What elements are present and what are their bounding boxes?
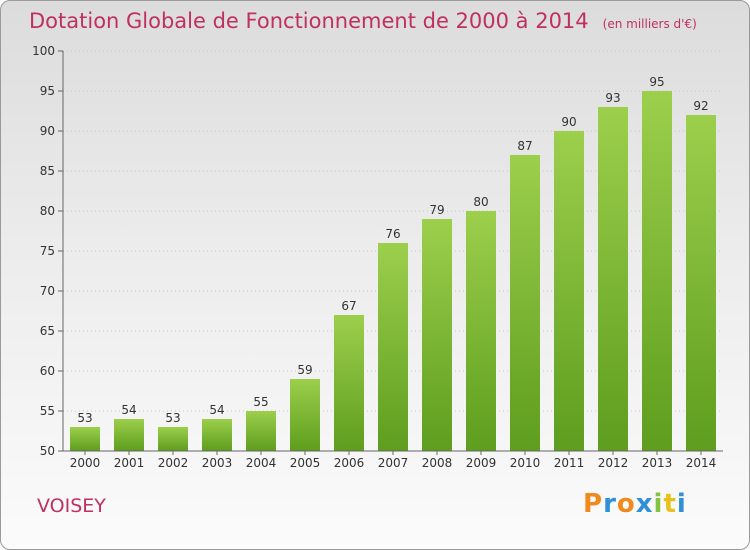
commune-name: VOISEY [37,495,106,517]
x-tick-label: 2004 [246,456,277,470]
y-tick-label: 90 [40,124,55,138]
tick-labels: 50 55 60 65 70 75 80 85 90 95 100 53 2000 54 2001 53 200… [32,44,716,470]
bar-2002 [158,427,188,451]
y-tick-label: 50 [40,444,55,458]
y-tick-label: 75 [40,244,55,258]
bar-2013 [642,91,672,451]
x-tick-label: 2000 [70,456,101,470]
x-tick-label: 2008 [422,456,453,470]
x-tick-label: 2014 [686,456,717,470]
y-tick-label: 80 [40,204,55,218]
bar-2004 [246,411,276,451]
bar-value-label: 76 [385,227,400,241]
x-tick-label: 2006 [334,456,365,470]
bar-value-label: 87 [517,139,532,153]
x-tick-label: 2002 [158,456,189,470]
chart-title: Dotation Globale de Fonctionnement de 20… [29,9,697,33]
bars [70,91,716,451]
y-tick-label: 85 [40,164,55,178]
x-tick-label: 2007 [378,456,409,470]
x-tick-label: 2009 [466,456,497,470]
chart-unit: (en milliers d'€) [602,17,697,31]
bar-2000 [70,427,100,451]
x-tick-label: 2012 [598,456,629,470]
bar-2007 [378,243,408,451]
bar-value-label: 80 [473,195,488,209]
bar-2006 [334,315,364,451]
x-tick-label: 2011 [554,456,585,470]
bar-2011 [554,131,584,451]
logo-letter: i [676,489,687,519]
y-tick-label: 70 [40,284,55,298]
logo-letter: i [653,489,664,519]
axes [58,50,723,455]
bar-2008 [422,219,452,451]
x-tick-label: 2001 [114,456,145,470]
bar-2009 [466,211,496,451]
bar-2012 [598,107,628,451]
logo-letter: x [635,489,654,519]
y-tick-label: 95 [40,84,55,98]
x-tick-label: 2010 [510,456,541,470]
bar-value-label: 67 [341,299,356,313]
logo-letter: r [603,489,617,519]
bar-2003 [202,419,232,451]
bar-2014 [686,115,716,451]
x-tick-label: 2005 [290,456,321,470]
bar-value-label: 92 [693,99,708,113]
proxiti-logo: Proxiti [583,489,687,519]
y-tick-label: 100 [32,44,55,58]
bar-value-label: 53 [77,411,92,425]
logo-letter: t [663,489,677,519]
bar-2010 [510,155,540,451]
bar-value-label: 93 [605,91,620,105]
bar-value-label: 90 [561,115,576,129]
logo-letter: P [583,489,604,519]
y-tick-label: 55 [40,404,55,418]
logo-letter: o [616,489,636,519]
bar-value-label: 59 [297,363,312,377]
y-tick-label: 65 [40,324,55,338]
x-tick-label: 2003 [202,456,233,470]
bar-value-label: 79 [429,203,444,217]
y-tick-label: 60 [40,364,55,378]
x-tick-label: 2013 [642,456,673,470]
bar-2001 [114,419,144,451]
chart-title-text: Dotation Globale de Fonctionnement de 20… [29,9,589,33]
bar-2005 [290,379,320,451]
bar-value-label: 95 [649,75,664,89]
bar-value-label: 55 [253,395,268,409]
bar-value-label: 54 [121,403,136,417]
bar-value-label: 54 [209,403,224,417]
bar-value-label: 53 [165,411,180,425]
